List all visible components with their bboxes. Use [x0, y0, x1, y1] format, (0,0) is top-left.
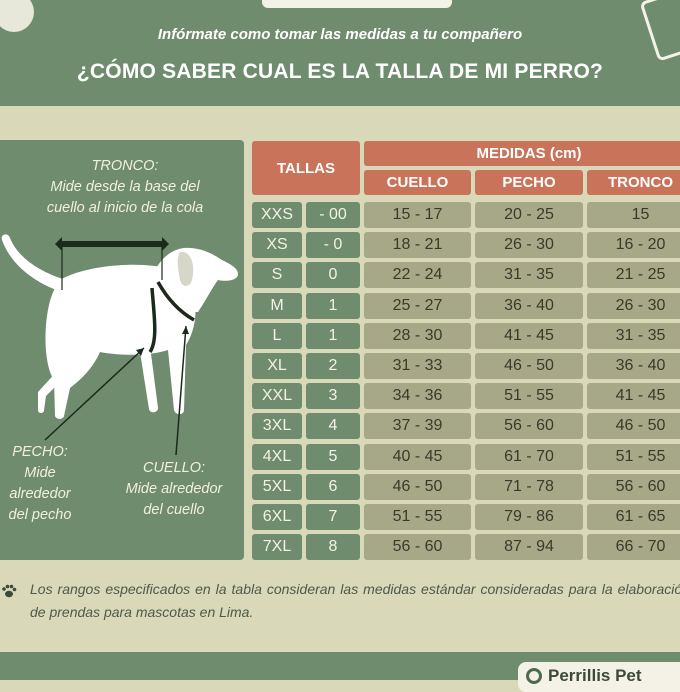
- cuello-desc-line1: Mide alrededor: [125, 481, 223, 497]
- cuello-value: 34 - 36: [364, 383, 471, 409]
- tronco-value: 51 - 55: [587, 444, 680, 470]
- measure-diagram-panel: TRONCO: Mide desde la base del cuello al…: [0, 140, 244, 560]
- page-subtitle: Infórmate como tomar las medidas a tu co…: [157, 26, 523, 43]
- cuello-value: 18 - 21: [364, 232, 471, 258]
- cuello-value: 28 - 30: [364, 323, 471, 349]
- pecho-desc-line3: del pecho: [8, 507, 72, 523]
- pecho-value: 56 - 60: [475, 413, 583, 439]
- size-label: XL: [252, 353, 302, 379]
- cuello-value: 15 - 17: [364, 202, 471, 228]
- footnote-text: Los rangos especificados en la tabla con…: [30, 581, 680, 620]
- tronco-value: 16 - 20: [587, 232, 680, 258]
- paw-icon: [2, 584, 17, 598]
- pecho-value: 61 - 70: [475, 444, 583, 470]
- size-number: 8: [306, 534, 360, 560]
- size-number: - 00: [306, 202, 360, 228]
- size-label: S: [252, 262, 302, 288]
- dog-illustration: [1, 234, 238, 456]
- size-number: - 0: [306, 232, 360, 258]
- cuello-value: 56 - 60: [364, 534, 471, 560]
- cuello-desc-line2: del cuello: [143, 502, 205, 518]
- header-band: [0, 0, 680, 106]
- size-label: 4XL: [252, 444, 302, 470]
- cuello-value: 46 - 50: [364, 474, 471, 500]
- brand-logo-icon: [526, 668, 542, 684]
- cuello-value: 22 - 24: [364, 262, 471, 288]
- tronco-value: 26 - 30: [587, 293, 680, 319]
- size-label: 6XL: [252, 504, 302, 530]
- column-header-pecho: PECHO: [475, 170, 583, 195]
- pecho-value: 20 - 25: [475, 202, 583, 228]
- size-number: 4: [306, 413, 360, 439]
- tronco-desc-line2: cuello al inicio de la cola: [46, 200, 204, 216]
- size-label: 5XL: [252, 474, 302, 500]
- size-label: XXL: [252, 383, 302, 409]
- size-label: XS: [252, 232, 302, 258]
- pecho-title: PECHO:: [12, 444, 68, 460]
- cuello-value: 37 - 39: [364, 413, 471, 439]
- medidas-header: MEDIDAS (cm): [364, 141, 680, 166]
- cuello-value: 25 - 27: [364, 293, 471, 319]
- pecho-desc-line2: alrededor: [9, 486, 71, 502]
- size-number: 7: [306, 504, 360, 530]
- column-header-cuello: CUELLO: [364, 170, 471, 195]
- tronco-value: 15: [587, 202, 680, 228]
- size-label: L: [252, 323, 302, 349]
- pecho-value: 36 - 40: [475, 293, 583, 319]
- cuello-value: 31 - 33: [364, 353, 471, 379]
- tronco-value: 61 - 65: [587, 504, 680, 530]
- tronco-value: 66 - 70: [587, 534, 680, 560]
- tronco-title: TRONCO:: [91, 158, 159, 174]
- size-label: 3XL: [252, 413, 302, 439]
- size-number: 0: [306, 262, 360, 288]
- tronco-desc-line1: Mide desde la base del: [50, 179, 200, 195]
- tronco-value: 46 - 50: [587, 413, 680, 439]
- tronco-annotation: TRONCO: Mide desde la base del cuello al…: [20, 156, 230, 219]
- pecho-value: 71 - 78: [475, 474, 583, 500]
- size-label: M: [252, 293, 302, 319]
- size-number: 5: [306, 444, 360, 470]
- pecho-desc-line1: Mide: [24, 465, 56, 481]
- pecho-value: 46 - 50: [475, 353, 583, 379]
- cuello-annotation: CUELLO: Mide alrededor del cuello: [112, 458, 236, 521]
- pecho-value: 41 - 45: [475, 323, 583, 349]
- page-title: ¿CÓMO SABER CUAL ES LA TALLA DE MI PERRO…: [76, 60, 604, 83]
- pecho-value: 26 - 30: [475, 232, 583, 258]
- size-number: 1: [306, 323, 360, 349]
- pecho-value: 51 - 55: [475, 383, 583, 409]
- tronco-value: 31 - 35: [587, 323, 680, 349]
- pecho-value: 31 - 35: [475, 262, 583, 288]
- tronco-value: 56 - 60: [587, 474, 680, 500]
- tronco-value: 36 - 40: [587, 353, 680, 379]
- tronco-value: 41 - 45: [587, 383, 680, 409]
- tronco-value: 21 - 25: [587, 262, 680, 288]
- size-label: XXS: [252, 202, 302, 228]
- cuello-value: 51 - 55: [364, 504, 471, 530]
- size-label: 7XL: [252, 534, 302, 560]
- cuello-value: 40 - 45: [364, 444, 471, 470]
- pecho-value: 79 - 86: [475, 504, 583, 530]
- size-number: 6: [306, 474, 360, 500]
- size-number: 2: [306, 353, 360, 379]
- tallas-header: TALLAS: [252, 141, 360, 195]
- size-number: 3: [306, 383, 360, 409]
- pecho-value: 87 - 94: [475, 534, 583, 560]
- top-tab: [262, 0, 452, 8]
- pecho-annotation: PECHO: Mide alrededor del pecho: [0, 442, 80, 526]
- brand-badge: Perrillis Pet: [518, 662, 680, 692]
- cuello-title: CUELLO:: [142, 460, 206, 476]
- brand-name: Perrillis Pet: [548, 666, 642, 685]
- column-header-tronco: TRONCO: [587, 170, 680, 195]
- size-number: 1: [306, 293, 360, 319]
